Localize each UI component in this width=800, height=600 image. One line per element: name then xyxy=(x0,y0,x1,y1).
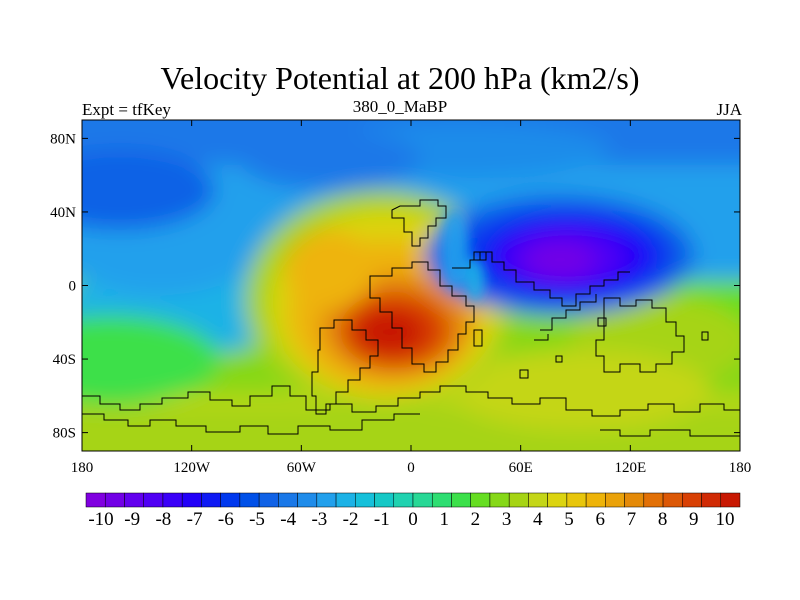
y-tick-label: 80S xyxy=(53,426,76,442)
y-tick-label: 80N xyxy=(50,131,76,147)
colorbar-label: 4 xyxy=(533,509,543,530)
colorbar-label: 2 xyxy=(471,509,481,530)
x-tick-label: 0 xyxy=(407,460,415,476)
colorbar-swatch xyxy=(547,492,568,508)
x-tick-label: 60W xyxy=(287,460,317,476)
colorbar-label: -7 xyxy=(187,509,203,530)
colorbar-label: -6 xyxy=(218,509,234,530)
colorbar-swatch xyxy=(124,492,144,508)
colorbar-swatch xyxy=(682,492,702,508)
colorbar-swatch xyxy=(643,492,664,508)
colorbar-swatch xyxy=(412,492,433,508)
y-tick-label: 0 xyxy=(69,279,77,295)
colorbar-swatch xyxy=(316,492,337,508)
colorbar-label: -5 xyxy=(249,509,265,530)
y-tick-label: 40N xyxy=(50,205,76,221)
colorbar-label: -9 xyxy=(124,509,140,530)
colorbar-swatch xyxy=(85,492,106,508)
colorbar-swatch xyxy=(489,492,510,508)
colorbar-label: -10 xyxy=(88,509,113,530)
latitude-axis: 80N 40N 0 40S 80S xyxy=(50,131,740,442)
x-tick-label: 180 xyxy=(729,460,752,476)
colorbar-label: 8 xyxy=(658,509,668,530)
colorbar-swatch xyxy=(605,492,625,508)
y-tick-label: 40S xyxy=(53,352,76,368)
longitude-axis: 180 120W 60W 0 60E 120E 180 xyxy=(71,120,752,476)
experiment-label: Expt = tfKey xyxy=(82,100,171,119)
x-tick-label: 180 xyxy=(71,460,94,476)
colorbar-swatch xyxy=(528,492,548,508)
colorbar-swatch xyxy=(566,492,587,508)
colorbar-swatch xyxy=(585,492,606,508)
colorbar-label: 1 xyxy=(439,509,449,530)
colorbar-swatch xyxy=(470,492,491,508)
colorbar-swatch xyxy=(701,492,722,508)
colorbar-swatch xyxy=(624,492,645,508)
colorbar-swatch xyxy=(258,492,279,508)
colorbar-label: -1 xyxy=(374,509,390,530)
colorbar-label: -2 xyxy=(343,509,359,530)
colorbar-swatch xyxy=(508,492,529,508)
colorbar-swatch xyxy=(431,492,452,508)
colorbar-label: -3 xyxy=(311,509,327,530)
colorbar-swatch xyxy=(451,492,471,508)
colorbar-label: 0 xyxy=(408,509,418,530)
colorbar-label: 3 xyxy=(502,509,512,530)
colorbar-swatch xyxy=(162,492,183,508)
period-label: 380_0_MaBP xyxy=(352,97,448,116)
chart-title: Velocity Potential at 200 hPa (km2/s) xyxy=(160,60,640,96)
colorbar-swatch xyxy=(278,492,298,508)
colorbar-swatch xyxy=(143,492,164,508)
colorbar-label: 6 xyxy=(595,509,605,530)
colorbar-swatch xyxy=(181,492,202,508)
colorbar-label: 5 xyxy=(564,509,574,530)
colorbar-swatch xyxy=(393,492,414,508)
colorbar-label: -8 xyxy=(155,509,171,530)
colorbar-swatch xyxy=(201,492,221,508)
colorbar-swatch xyxy=(720,492,741,508)
colorbar-swatch xyxy=(355,492,375,508)
colorbar-label: 10 xyxy=(716,509,735,530)
colorbar-swatch xyxy=(239,492,260,508)
x-tick-label: 60E xyxy=(509,460,533,476)
colorbar-label: 9 xyxy=(689,509,699,530)
colorbar-label: -4 xyxy=(280,509,296,530)
colorbar-label: 7 xyxy=(627,509,637,530)
x-tick-label: 120E xyxy=(614,460,646,476)
colorbar-swatch xyxy=(220,492,241,508)
season-label: JJA xyxy=(716,100,742,119)
x-tick-label: 120W xyxy=(173,460,211,476)
colorbar-swatch xyxy=(297,492,318,508)
colorbar-swatch xyxy=(662,492,683,508)
colorbar: -10 -9 -8 -7 -6 -5 -4 -3 -2 -1 0 1 2 3 4 5 6 7 8 9 10 xyxy=(85,492,741,530)
colorbar-swatch xyxy=(104,492,125,508)
colorbar-swatch xyxy=(335,492,356,508)
coastlines xyxy=(82,199,740,437)
colorbar-swatch xyxy=(374,492,395,508)
